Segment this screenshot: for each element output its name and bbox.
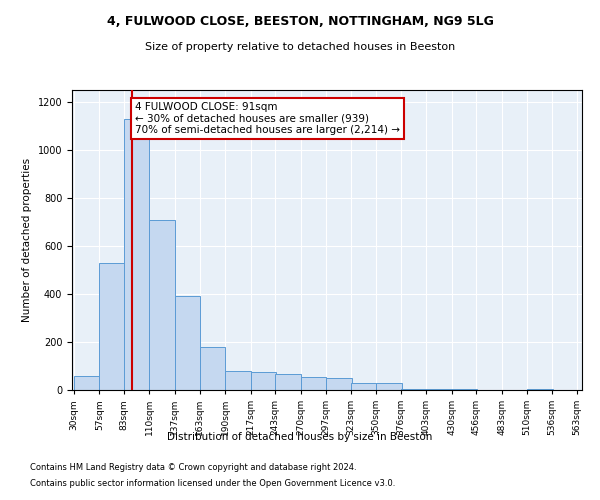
Text: 4, FULWOOD CLOSE, BEESTON, NOTTINGHAM, NG9 5LG: 4, FULWOOD CLOSE, BEESTON, NOTTINGHAM, N… (107, 15, 493, 28)
Bar (452, 389, 477, 390)
Bar (124, 119, 149, 390)
Text: Size of property relative to detached houses in Beeston: Size of property relative to detached ho… (145, 42, 455, 52)
Bar (426, 389, 452, 390)
Bar (100, 263, 125, 390)
Bar (350, 383, 376, 390)
Bar (275, 374, 301, 390)
Bar (326, 378, 352, 390)
Text: 4 FULWOOD CLOSE: 91sqm
← 30% of detached houses are smaller (939)
70% of semi-de: 4 FULWOOD CLOSE: 91sqm ← 30% of detached… (135, 102, 400, 135)
Bar (149, 220, 175, 390)
Bar (401, 389, 426, 390)
Y-axis label: Number of detached properties: Number of detached properties (22, 158, 32, 322)
Text: Distribution of detached houses by size in Beeston: Distribution of detached houses by size … (167, 432, 433, 442)
Text: Contains public sector information licensed under the Open Government Licence v3: Contains public sector information licen… (30, 478, 395, 488)
Bar (74, 376, 100, 390)
Bar (175, 296, 200, 390)
Bar (251, 372, 276, 390)
Bar (225, 371, 251, 390)
Bar (199, 347, 225, 390)
Bar (301, 377, 326, 390)
Text: Contains HM Land Registry data © Crown copyright and database right 2024.: Contains HM Land Registry data © Crown c… (30, 464, 356, 472)
Bar (376, 383, 401, 390)
Bar (527, 389, 553, 390)
